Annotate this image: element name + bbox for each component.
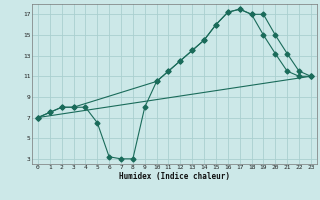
- X-axis label: Humidex (Indice chaleur): Humidex (Indice chaleur): [119, 172, 230, 181]
